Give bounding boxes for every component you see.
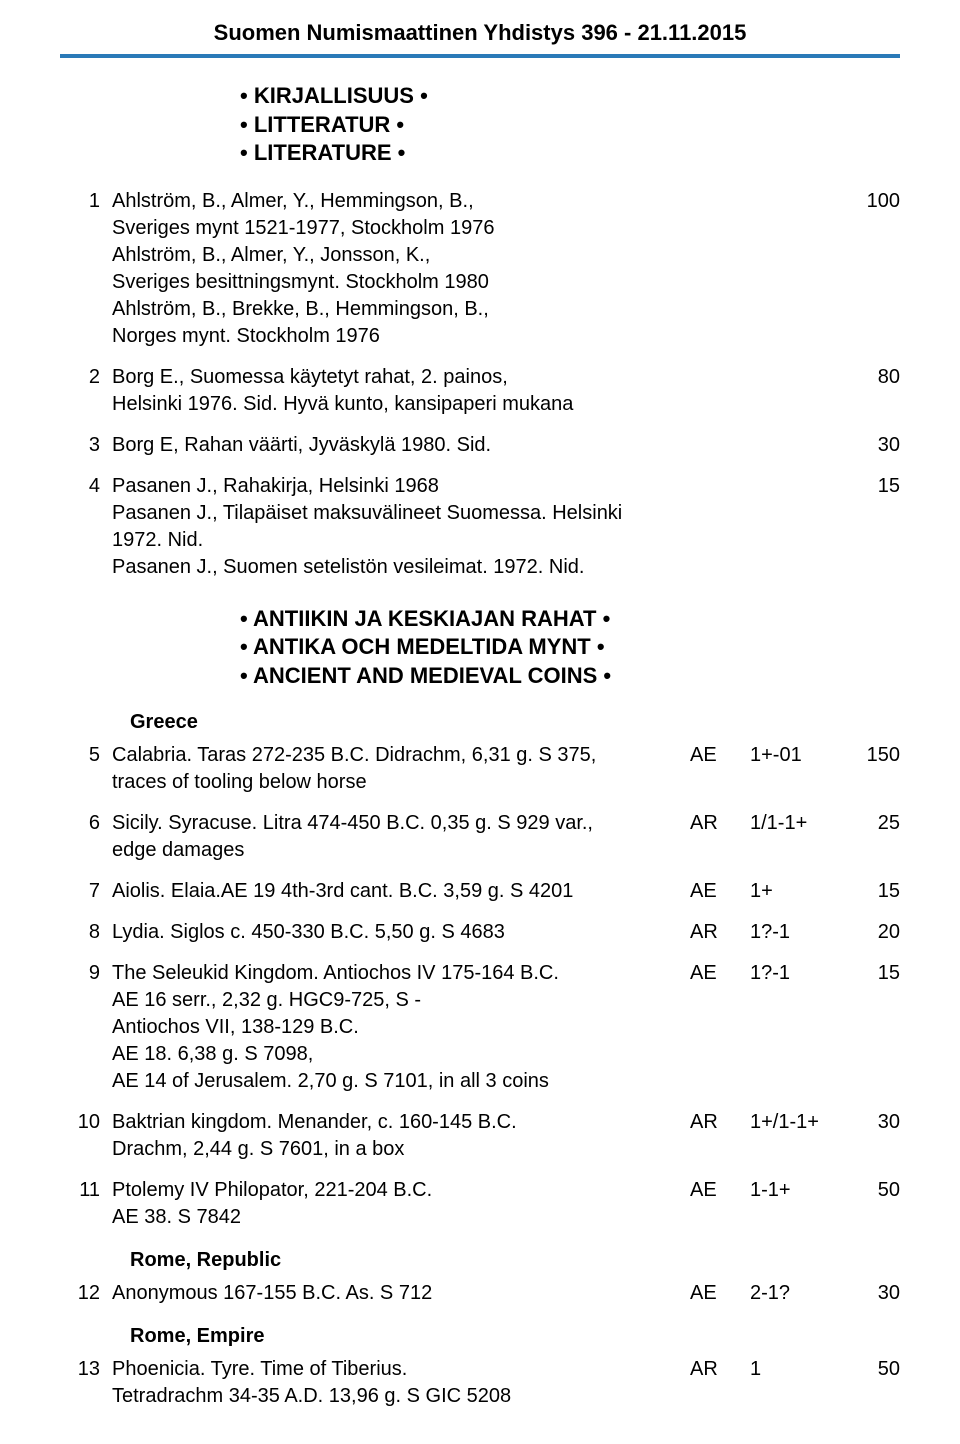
lot-number: 6 [60,810,112,837]
lot-metal: AR [690,1109,750,1136]
lot-number: 13 [60,1356,112,1383]
lot-number: 7 [60,878,112,905]
lot-number: 8 [60,919,112,946]
lot-row: 5 Calabria. Taras 272-235 B.C. Didrachm,… [60,742,900,796]
lot-row: 7 Aiolis. Elaia.AE 19 4th-3rd cant. B.C.… [60,878,900,905]
lot-description: Borg E., Suomessa käytetyt rahat, 2. pai… [112,364,690,418]
section-line: LITTERATUR [240,111,900,140]
lot-row: 9 The Seleukid Kingdom. Antiochos IV 175… [60,960,900,1095]
lot-description: The Seleukid Kingdom. Antiochos IV 175-1… [112,960,690,1095]
section-line: ANTIKA OCH MEDELTIDA MYNT [240,633,900,662]
lot-row: 3 Borg E, Rahan väärti, Jyväskylä 1980. … [60,432,900,459]
lot-price: 25 [840,810,900,837]
lot-grade: 1+-01 [750,742,840,769]
section-line: KIRJALLISUUS [240,82,900,111]
lot-price: 50 [840,1177,900,1204]
lot-metal: AE [690,878,750,905]
section-ancient-coins: ANTIIKIN JA KESKIAJAN RAHAT ANTIKA OCH M… [240,605,900,691]
lot-description: Anonymous 167-155 B.C. As. S 712 [112,1280,690,1307]
lot-price: 15 [840,960,900,987]
lot-description: Calabria. Taras 272-235 B.C. Didrachm, 6… [112,742,690,796]
lot-row: 6 Sicily. Syracuse. Litra 474-450 B.C. 0… [60,810,900,864]
lot-description: Pasanen J., Rahakirja, Helsinki 1968 Pas… [112,473,690,581]
lot-metal: AE [690,742,750,769]
lot-row: 1 Ahlström, B., Almer, Y., Hemmingson, B… [60,188,900,350]
lot-number: 5 [60,742,112,769]
lot-grade: 1 [750,1356,840,1383]
lot-row: 11 Ptolemy IV Philopator, 221-204 B.C. A… [60,1177,900,1231]
lot-description: Borg E, Rahan väärti, Jyväskylä 1980. Si… [112,432,690,459]
lot-number: 1 [60,188,112,215]
lot-grade: 1+ [750,878,840,905]
lot-number: 10 [60,1109,112,1136]
lot-price: 30 [840,1280,900,1307]
lot-row: 2 Borg E., Suomessa käytetyt rahat, 2. p… [60,364,900,418]
lot-price: 80 [840,364,900,391]
subheading-rome-republic: Rome, Republic [130,1249,900,1272]
lot-number: 4 [60,473,112,500]
lot-metal: AR [690,1356,750,1383]
lot-number: 12 [60,1280,112,1307]
section-line: ANCIENT AND MEDIEVAL COINS [240,662,900,691]
lot-metal: AE [690,1280,750,1307]
lot-row: 12 Anonymous 167-155 B.C. As. S 712 AE 2… [60,1280,900,1307]
lot-price: 30 [840,1109,900,1136]
lot-description: Phoenicia. Tyre. Time of Tiberius. Tetra… [112,1356,690,1410]
lot-description: Lydia. Siglos c. 450-330 B.C. 5,50 g. S … [112,919,690,946]
lot-grade: 1?-1 [750,919,840,946]
lot-grade: 1/1-1+ [750,810,840,837]
lot-row: 13 Phoenicia. Tyre. Time of Tiberius. Te… [60,1356,900,1410]
lot-description: Sicily. Syracuse. Litra 474-450 B.C. 0,3… [112,810,690,864]
lot-number: 11 [60,1177,112,1204]
lot-grade: 1?-1 [750,960,840,987]
lot-price: 20 [840,919,900,946]
lot-number: 3 [60,432,112,459]
lot-description: Baktrian kingdom. Menander, c. 160-145 B… [112,1109,690,1163]
lot-price: 15 [840,473,900,500]
lot-grade: 2-1? [750,1280,840,1307]
lot-price: 50 [840,1356,900,1383]
lot-price: 150 [840,742,900,769]
lot-metal: AE [690,1177,750,1204]
lot-metal: AE [690,960,750,987]
page-title: Suomen Numismaattinen Yhdistys 396 - 21.… [60,20,900,46]
lot-price: 15 [840,878,900,905]
header-rule [60,54,900,58]
lot-row: 4 Pasanen J., Rahakirja, Helsinki 1968 P… [60,473,900,581]
lot-description: Ahlström, B., Almer, Y., Hemmingson, B.,… [112,188,690,350]
subheading-rome-empire: Rome, Empire [130,1325,900,1348]
section-line: LITERATURE [240,139,900,168]
subheading-greece: Greece [130,711,900,734]
lot-row: 8 Lydia. Siglos c. 450-330 B.C. 5,50 g. … [60,919,900,946]
lot-row: 10 Baktrian kingdom. Menander, c. 160-14… [60,1109,900,1163]
lot-metal: AR [690,919,750,946]
lot-description: Aiolis. Elaia.AE 19 4th-3rd cant. B.C. 3… [112,878,690,905]
lot-grade: 1-1+ [750,1177,840,1204]
lot-number: 9 [60,960,112,987]
lot-metal: AR [690,810,750,837]
lot-grade: 1+/1-1+ [750,1109,840,1136]
lot-price: 100 [840,188,900,215]
lot-number: 2 [60,364,112,391]
section-literature: KIRJALLISUUS LITTERATUR LITERATURE [240,82,900,168]
section-line: ANTIIKIN JA KESKIAJAN RAHAT [240,605,900,634]
lot-description: Ptolemy IV Philopator, 221-204 B.C. AE 3… [112,1177,690,1231]
lot-price: 30 [840,432,900,459]
